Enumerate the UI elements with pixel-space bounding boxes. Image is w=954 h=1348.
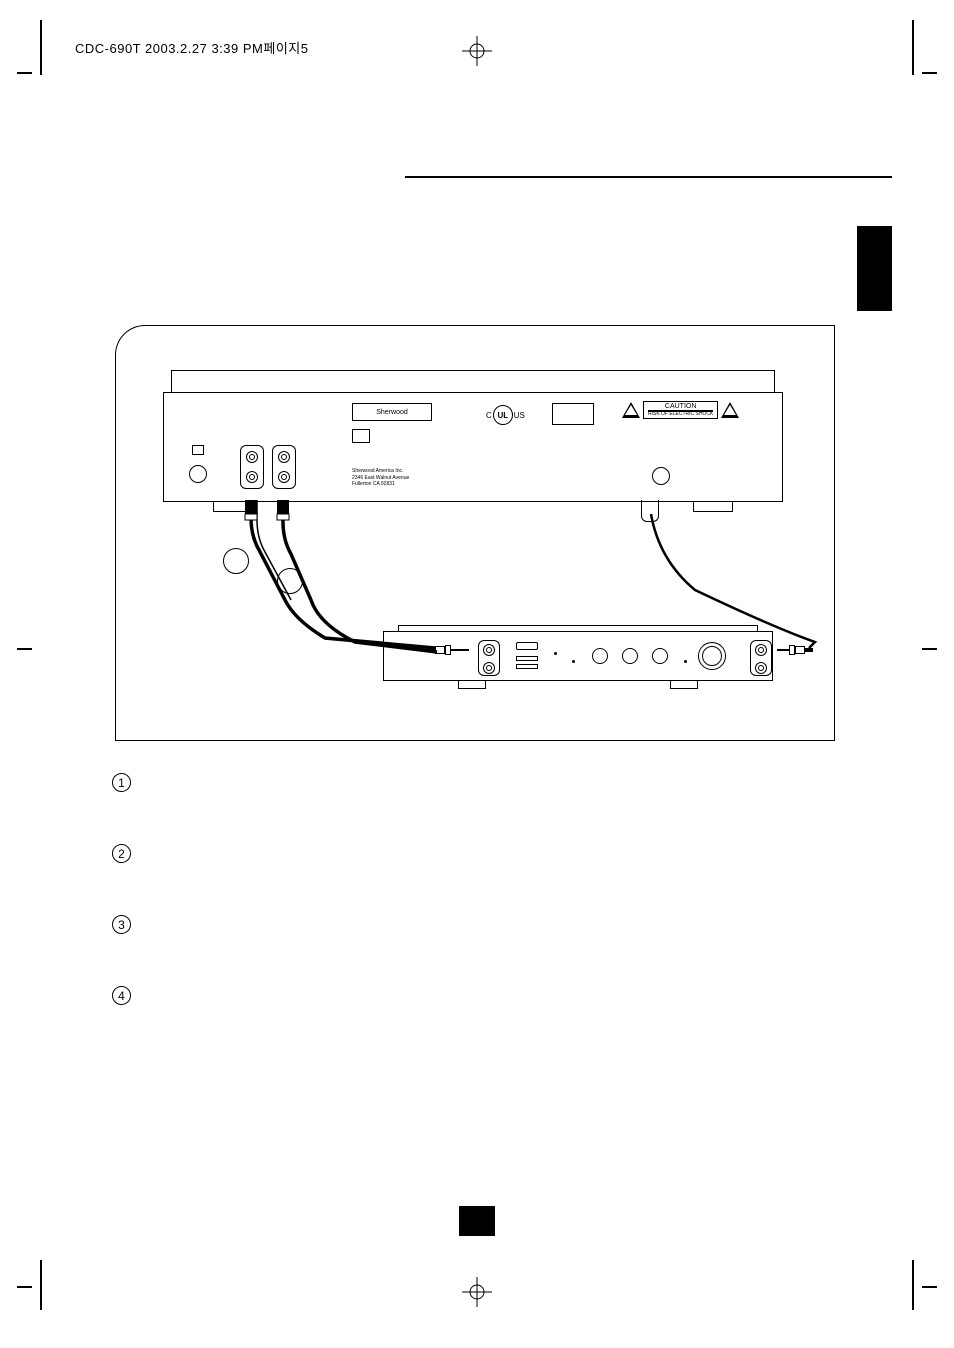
- cd-in-jack-r: [483, 662, 495, 674]
- indicator-dot: [572, 660, 575, 663]
- knob: [592, 648, 608, 664]
- amplifier-panel: [383, 625, 773, 697]
- line-out-jack-r: [246, 471, 258, 483]
- crop-mark: [17, 1286, 32, 1288]
- registration-mark-icon: [462, 1277, 492, 1312]
- crop-mark: [17, 648, 32, 650]
- panel-slot: [516, 656, 538, 661]
- divider: [405, 176, 892, 178]
- knob: [622, 648, 638, 664]
- crop-mark: [922, 1286, 937, 1288]
- crop-mark: [922, 648, 937, 650]
- knob: [652, 648, 668, 664]
- crop-mark: [40, 1260, 42, 1310]
- list-number-2: 2: [112, 844, 131, 863]
- rca-plug-icon: [777, 645, 813, 655]
- crop-mark: [17, 72, 32, 74]
- output-jack-l: [755, 644, 767, 656]
- marking-box: [352, 429, 370, 443]
- caution-text: CAUTION: [648, 403, 713, 410]
- list-number-1: 1: [112, 773, 131, 792]
- page-number-box: [459, 1206, 495, 1236]
- brand-logo: Sherwood: [352, 403, 432, 421]
- cd-in-jack-l: [483, 644, 495, 656]
- section-tab: [857, 226, 892, 311]
- warning-triangle-icon: [721, 402, 739, 418]
- indicator-dot: [554, 652, 557, 655]
- ul-listing-icon: C UL US: [486, 405, 525, 425]
- connection-diagram: Sherwood Sherwood America Inc. 2346 East…: [115, 300, 835, 740]
- caution-subtext: RISK OF ELECTRIC SHOCK: [648, 410, 713, 417]
- caution-label: CAUTION RISK OF ELECTRIC SHOCK: [622, 401, 739, 419]
- volume-knob: [698, 642, 726, 670]
- digital-out-icon: [192, 445, 204, 455]
- ac-inlet: [652, 467, 670, 485]
- indicator-dot: [684, 660, 687, 663]
- rca-plug-icon: [427, 645, 469, 655]
- cd-player-rear-panel: Sherwood Sherwood America Inc. 2346 East…: [163, 370, 783, 530]
- manufacturer-address: Sherwood America Inc. 2346 East Walnut A…: [352, 468, 409, 488]
- callout-circle: [277, 568, 303, 594]
- brand-logo-text: Sherwood: [376, 409, 408, 416]
- line-out-jack-r2: [278, 471, 290, 483]
- panel-slot: [516, 642, 538, 650]
- crop-mark: [912, 1260, 914, 1310]
- list-number-3: 3: [112, 915, 131, 934]
- registration-mark-icon: [462, 36, 492, 71]
- digital-out-jack: [189, 465, 207, 483]
- callout-circle: [223, 548, 249, 574]
- line-out-jack-l2: [278, 451, 290, 463]
- crop-mark: [912, 20, 914, 75]
- output-jack-r: [755, 662, 767, 674]
- serial-plate: [552, 403, 594, 425]
- crop-mark: [40, 20, 42, 75]
- power-cord-clamp: [641, 500, 659, 522]
- warning-triangle-icon: [622, 402, 640, 418]
- crop-mark: [922, 72, 937, 74]
- page-header-text: CDC-690T 2003.2.27 3:39 PM페이지5: [75, 38, 308, 57]
- line-out-jack-l: [246, 451, 258, 463]
- list-number-4: 4: [112, 986, 131, 1005]
- numbered-list: 1 2 3 4: [112, 773, 131, 1057]
- panel-slot: [516, 664, 538, 669]
